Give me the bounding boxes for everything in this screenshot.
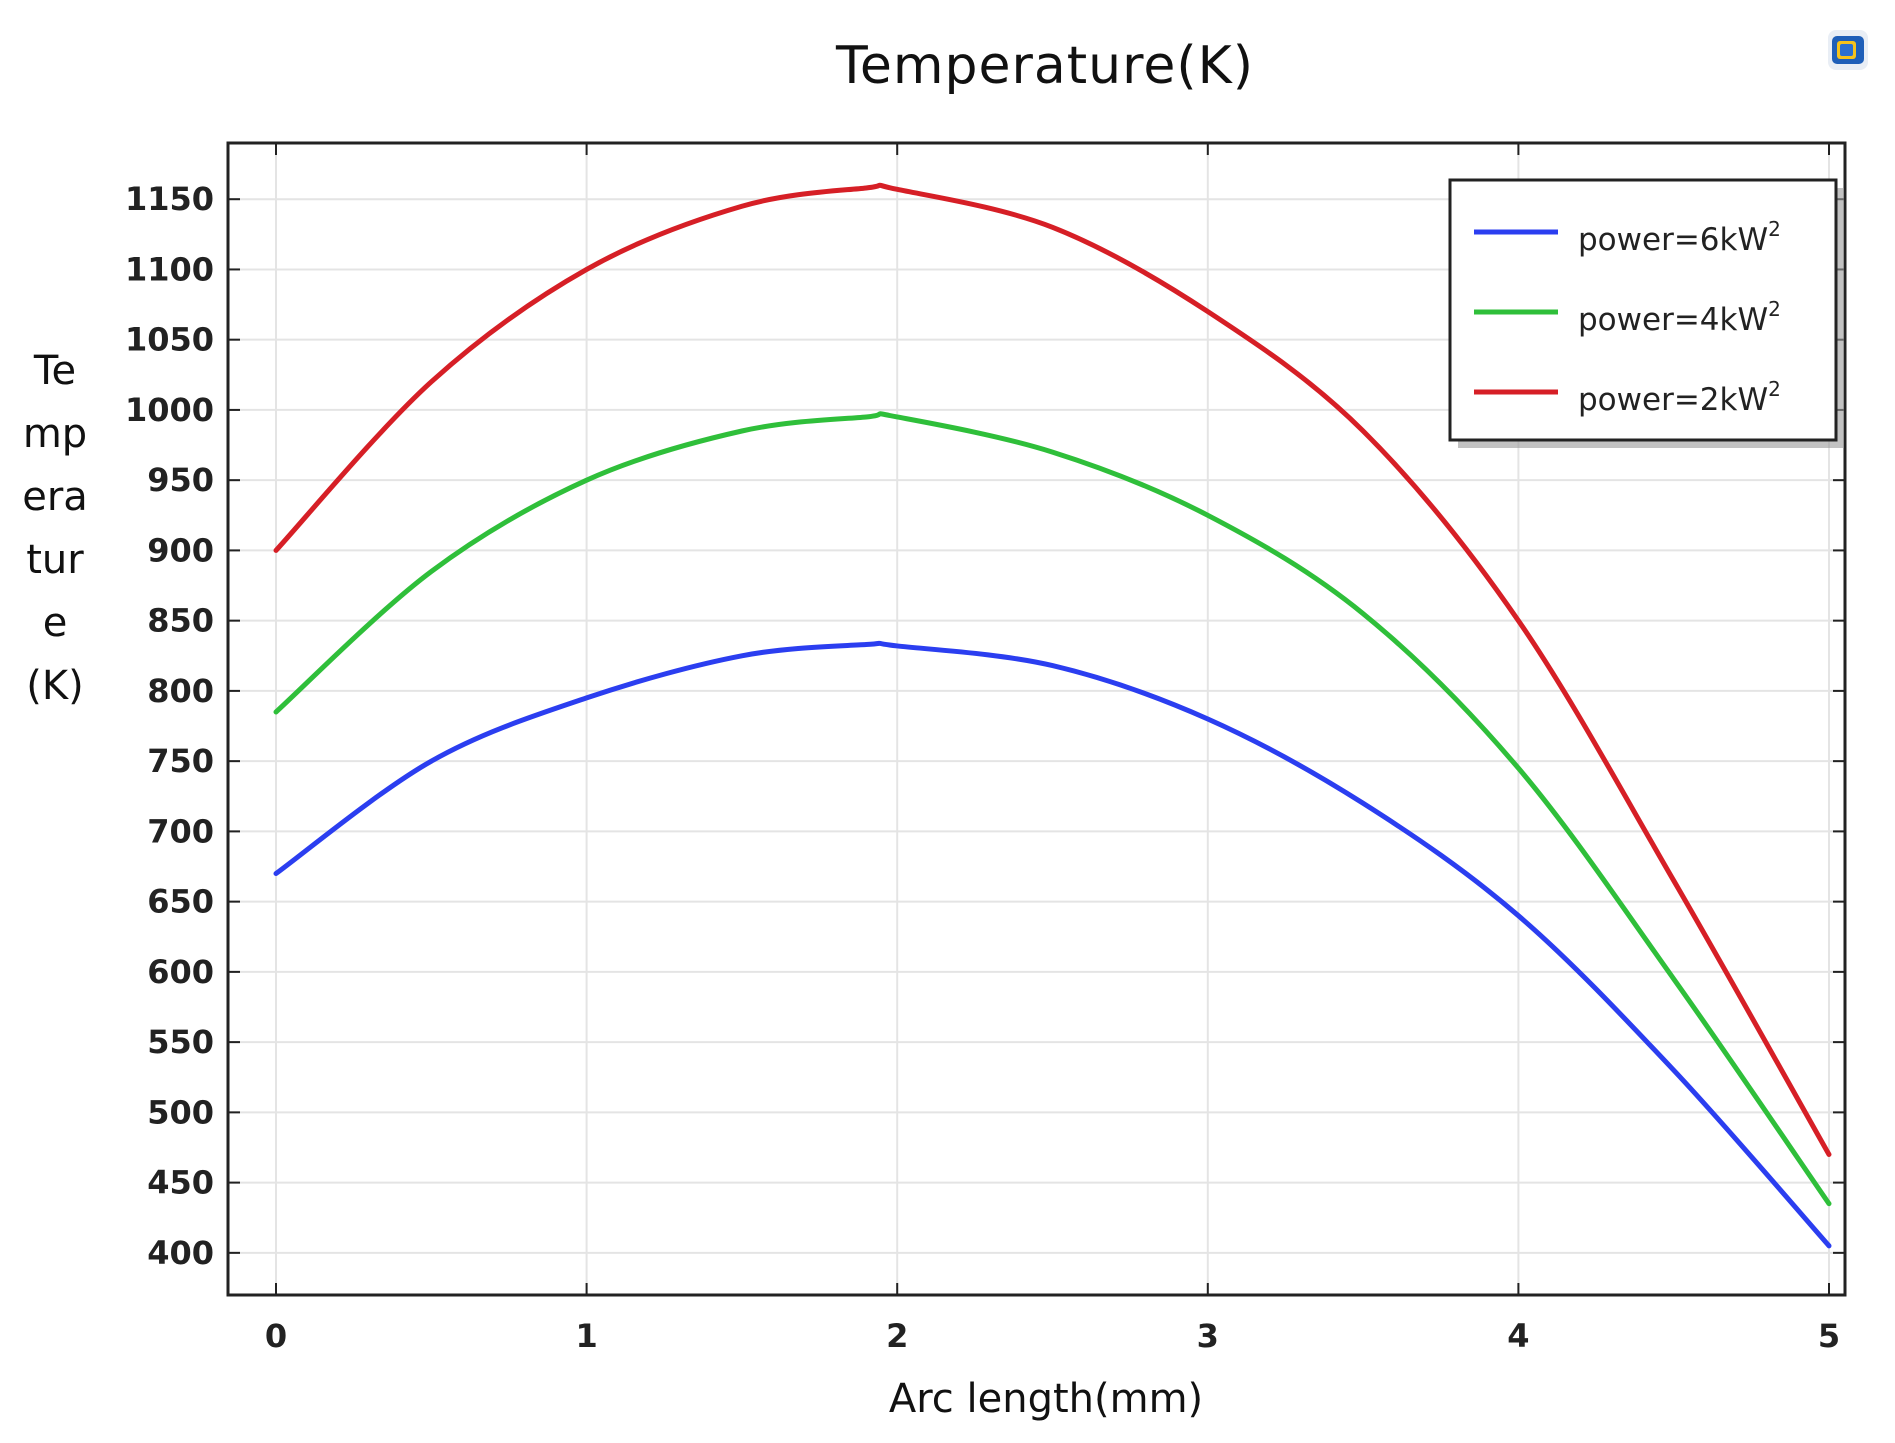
legend-entry-name: power=2kW bbox=[1578, 382, 1768, 418]
y-tick-label: 950 bbox=[147, 461, 214, 499]
y-tick-label: 1000 bbox=[125, 391, 214, 429]
y-tick-label: 900 bbox=[147, 531, 214, 569]
series-lines bbox=[273, 182, 1832, 1249]
x-tick-label: 4 bbox=[1507, 1317, 1529, 1355]
legend-entry-name: power=4kW bbox=[1578, 302, 1768, 338]
series-line-2 bbox=[273, 182, 1832, 1158]
legend-entry-2: power=2kW2 bbox=[1578, 377, 1781, 418]
y-axis-label: Temperature(K) bbox=[22, 348, 88, 709]
comsol-app-icon[interactable] bbox=[1826, 28, 1870, 72]
y-tick-label: 750 bbox=[147, 742, 214, 780]
y-tick-label: 1150 bbox=[125, 180, 214, 218]
legend-entry-superscript: 2 bbox=[1768, 297, 1781, 321]
x-tick-label: 3 bbox=[1197, 1317, 1219, 1355]
x-tick-label: 2 bbox=[886, 1317, 908, 1355]
x-tick-label: 1 bbox=[575, 1317, 597, 1355]
plot-area-frame bbox=[226, 141, 1847, 1297]
x-tick-label: 0 bbox=[265, 1317, 287, 1355]
y-tick-label: 850 bbox=[147, 602, 214, 640]
y-tick-label: 700 bbox=[147, 812, 214, 850]
series-line-1 bbox=[273, 411, 1832, 1207]
x-axis-label: Arc length(mm) bbox=[888, 1376, 1204, 1422]
y-tick-label: 650 bbox=[147, 883, 214, 921]
y-tick-label: 500 bbox=[147, 1093, 214, 1131]
y-tick-label: 400 bbox=[147, 1234, 214, 1272]
y-tick-label: 800 bbox=[147, 672, 214, 710]
axis-ticks: 4004505005506006507007508008509009501000… bbox=[125, 143, 1845, 1355]
legend-entry-0: power=6kW2 bbox=[1578, 217, 1781, 258]
chart-title: Temperature(K) bbox=[835, 36, 1255, 96]
legend-entry-1: power=4kW2 bbox=[1578, 297, 1781, 338]
series-line-0 bbox=[273, 640, 1832, 1249]
y-tick-label: 1100 bbox=[125, 250, 214, 288]
legend-entry-superscript: 2 bbox=[1768, 377, 1781, 401]
x-tick-label: 5 bbox=[1818, 1317, 1840, 1355]
y-tick-label: 600 bbox=[147, 953, 214, 991]
y-tick-label: 450 bbox=[147, 1164, 214, 1202]
y-tick-label: 550 bbox=[147, 1023, 214, 1061]
legend-entry-name: power=6kW bbox=[1578, 222, 1768, 258]
legend-entry-superscript: 2 bbox=[1768, 217, 1781, 241]
y-tick-label: 1050 bbox=[125, 321, 214, 359]
